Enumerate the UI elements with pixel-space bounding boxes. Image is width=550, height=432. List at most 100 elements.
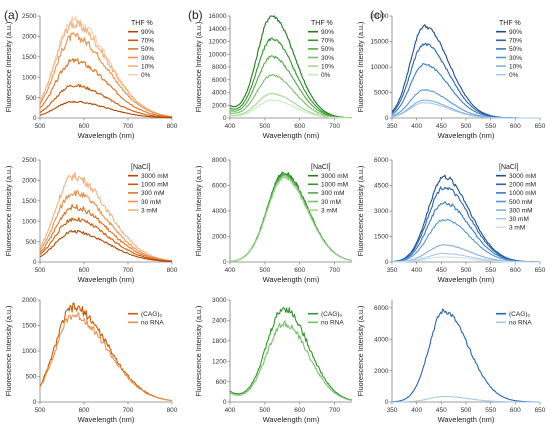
y-tick-label: 8000 (212, 64, 227, 71)
x-tick-label: 700 (329, 267, 340, 274)
y-tick-label: 1000 (22, 218, 37, 225)
x-tick-label: 800 (167, 123, 178, 130)
series-line (229, 15, 352, 119)
legend-entry: 300 mM (509, 207, 532, 214)
legend-entry: 50% (509, 46, 522, 53)
x-tick-label: 600 (79, 123, 90, 130)
x-tick-label: 500 (461, 123, 472, 130)
y-tick-label: 6000 (374, 157, 389, 164)
x-axis-label: Wavelength (nm) (263, 131, 320, 140)
y-tick-label: 0 (385, 115, 389, 122)
legend-entry: 30 mM (141, 199, 161, 206)
legend-entry: 30% (141, 55, 154, 62)
y-tick-label: 600 (216, 379, 227, 386)
x-tick-label: 500 (461, 407, 472, 414)
legend-entry: 3 mM (141, 207, 157, 214)
x-tick-label: 350 (387, 267, 398, 274)
legend-entry: 3000 mM (141, 173, 168, 180)
y-tick-label: 1500 (22, 54, 37, 61)
x-tick-label: 500 (461, 267, 472, 274)
y-tick-label: 1500 (22, 198, 37, 205)
y-tick-label: 3000 (374, 208, 389, 215)
series-line (229, 99, 352, 119)
series-line (391, 308, 541, 403)
y-tick-label: 3000 (212, 297, 227, 304)
legend-entry: 90% (509, 29, 522, 36)
x-axis-label: Wavelength (nm) (263, 415, 320, 424)
chart-b3: 400 500 600 700 0 600 1200 1800 2400 3000 Waveleng… (194, 297, 353, 424)
x-tick-label: 500 (35, 267, 46, 274)
x-tick-label: 500 (35, 407, 46, 414)
legend-entry: 0% (141, 72, 151, 79)
legend-entry: 1000 mM (509, 190, 536, 197)
y-tick-label: 4500 (374, 183, 389, 190)
series-line (39, 203, 173, 262)
y-axis-label: Fluorescence Intensity (a.u.) (356, 306, 365, 397)
chart-c1: 350 400 450 500 550 600 650 0 5000 10000 15000 2000… (356, 13, 546, 140)
series-line (39, 217, 173, 262)
chart-c2: 350 400 450 500 550 600 650 0 1500 3000 4500 6000 Wa… (356, 157, 546, 284)
chart-a2: 500 600 700 80005001000150020002500Waveleng… (4, 157, 178, 284)
x-axis-label: Wavelength (nm) (263, 275, 320, 284)
x-tick-label: 450 (436, 123, 447, 130)
legend-entry: 90% (141, 29, 154, 36)
legend-entry: 10% (509, 63, 522, 70)
x-tick-label: 650 (535, 407, 546, 414)
x-tick-label: 400 (225, 407, 236, 414)
y-tick-label: 1000 (22, 348, 37, 355)
y-tick-label: 6000 (212, 77, 227, 84)
panel-label-b: (b) (188, 8, 203, 22)
legend-entry: 30 mM (321, 199, 341, 206)
legend-entry: 300 mM (321, 190, 344, 197)
series-line (391, 99, 540, 119)
x-tick-label: 700 (123, 123, 134, 130)
x-tick-label: 650 (535, 267, 546, 274)
y-tick-label: 1200 (212, 358, 227, 365)
y-tick-label: 1800 (212, 338, 227, 345)
y-tick-label: 0 (33, 259, 37, 266)
y-tick-label: 1500 (374, 234, 389, 241)
legend-entry: 300 mM (141, 190, 164, 197)
x-tick-label: 500 (35, 123, 46, 130)
x-tick-label: 600 (294, 267, 305, 274)
y-tick-label: 1000 (22, 74, 37, 81)
legend-entry: 0% (321, 72, 331, 79)
y-tick-label: 15000 (370, 39, 388, 46)
legend-entry: 2000 mM (509, 182, 536, 189)
legend-entry: no RNA (509, 320, 532, 327)
y-tick-label: 4000 (212, 90, 227, 97)
series-line (39, 83, 173, 119)
y-tick-label: 4000 (374, 336, 389, 343)
legend-entry: 50% (141, 46, 154, 53)
legend-entry: 500 mM (509, 199, 532, 206)
x-axis-label: Wavelength (nm) (78, 131, 135, 140)
y-tick-label: 2000 (22, 297, 37, 304)
y-tick-label: 4000 (212, 208, 227, 215)
x-axis-label: Wavelength (nm) (438, 131, 495, 140)
legend-entry: no RNA (321, 320, 344, 327)
legend-title: THF % (311, 20, 333, 27)
x-tick-label: 600 (510, 123, 521, 130)
y-tick-label: 0 (385, 259, 389, 266)
series-line (39, 15, 173, 118)
legend-entry: 30% (321, 55, 334, 62)
series-line (229, 306, 353, 401)
legend-title: THF % (499, 20, 521, 27)
series-line (39, 229, 172, 263)
y-tick-label: 2000 (22, 178, 37, 185)
legend-entry: 3000 mM (321, 173, 348, 180)
x-tick-label: 450 (436, 407, 447, 414)
y-tick-label: 8000 (212, 157, 227, 164)
x-tick-label: 350 (387, 123, 398, 130)
chart-c3: 350 400 450 500 550 600 650 0 2000 4000 6000 Wavele… (356, 300, 546, 424)
series-line (391, 101, 540, 119)
y-tick-label: 10000 (208, 51, 226, 58)
x-axis-label: Wavelength (nm) (438, 415, 495, 424)
legend-entry: 30% (509, 55, 522, 62)
y-tick-label: 0 (223, 259, 227, 266)
series-line (229, 55, 352, 119)
series-line (39, 312, 172, 402)
y-tick-label: 0 (385, 399, 389, 406)
series-line (230, 176, 353, 263)
y-axis-label: Fluorescence Intensity (a.u.) (4, 166, 13, 257)
